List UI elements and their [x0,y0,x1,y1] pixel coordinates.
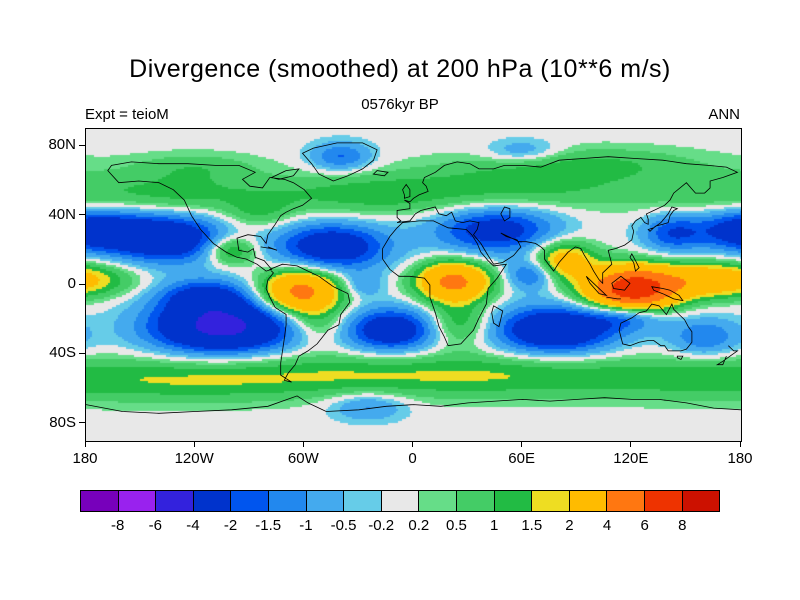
colorbar-tick-label: -4 [186,517,200,534]
colorbar-segment [380,490,420,512]
colorbar-segment [418,490,457,512]
colorbar-segment [343,490,382,512]
colorbar-tick-label: -2 [223,517,238,534]
colorbar-segment [606,490,645,512]
colorbar-tick-label: 0.2 [408,517,430,534]
x-axis-tick [521,441,523,447]
x-axis-label: 60E [508,450,536,467]
colorbar-tick-label: 0.5 [446,517,467,534]
y-axis-tick [79,283,85,285]
coastlines-overlay [86,142,741,414]
y-axis-tick [79,214,85,216]
colorbar-segment [267,490,307,512]
x-axis-label: 60W [287,450,319,467]
colorbar-tick-label: -1 [299,517,313,534]
colorbar-segment [455,490,495,512]
colorbar-tick-label: -0.5 [330,517,357,534]
plot-subtitle: 0576kyr BP [361,96,439,113]
x-axis-label: 120W [174,450,214,467]
x-axis-tick [302,441,304,447]
y-axis-tick [79,352,85,354]
colorbar-segment [681,490,721,512]
colorbar-segment [531,490,570,512]
colorbar-tick-label: 1.5 [521,517,543,534]
x-axis-tick [412,441,413,447]
x-axis-label: 180 [72,450,98,467]
x-axis-label: 120E [613,450,649,467]
season-label: ANN [708,106,740,123]
x-axis-tick [193,441,195,447]
divergence-field-canvas [86,129,741,441]
x-axis-label: 0 [408,450,417,467]
y-axis-label: 80S [49,413,76,431]
colorbar-segment [230,490,269,512]
colorbar-tick-label: 2 [565,517,574,534]
x-axis-tick [84,441,86,447]
colorbar-segment [643,490,683,512]
y-axis-label: 40S [49,344,76,362]
y-axis-tick [79,144,85,146]
plot-title: Divergence (smoothed) at 200 hPa (10**6 … [129,55,671,83]
colorbar-tick-label: 6 [640,517,649,534]
y-axis-tick [79,422,85,424]
colorbar-segment [155,490,194,512]
colorbar-tick-label: -8 [110,517,125,534]
experiment-label: Expt = teioM [85,106,169,123]
x-axis-label: 180 [727,450,753,467]
map-plot-area [85,128,742,442]
coastline-path [86,142,741,414]
colorbar-tick-label: 4 [602,517,612,534]
x-axis-tick [630,441,632,447]
colorbar-tick-label: -6 [148,517,162,534]
y-axis-label: 40N [48,205,76,223]
colorbar-segment [117,490,157,512]
colorbar [80,490,721,512]
colorbar-tick-label: 1 [489,517,499,534]
colorbar-segment [192,490,232,512]
y-axis-label: 80N [48,136,76,154]
colorbar-tick-label: 8 [678,517,687,534]
colorbar-segment [80,490,119,512]
colorbar-segment [305,490,345,512]
colorbar-tick-label: -1.5 [255,517,282,534]
x-axis-tick [739,441,741,447]
y-axis-label: 0 [67,275,76,292]
colorbar-tick-label: -0.2 [368,517,395,534]
colorbar-segment [493,490,533,512]
colorbar-segment [568,490,608,512]
